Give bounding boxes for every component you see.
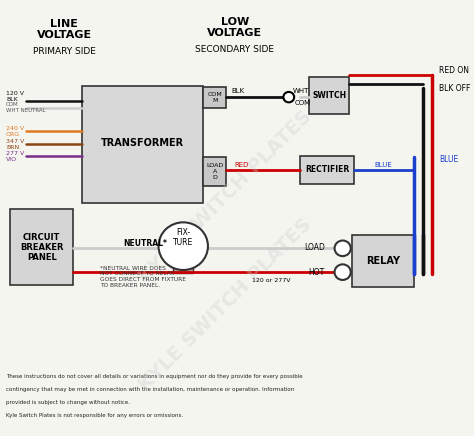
Text: HOT: HOT [309,268,325,277]
Text: These instructions do not cover all details or variations in equipment nor do th: These instructions do not cover all deta… [6,374,302,379]
Text: RED: RED [235,162,249,168]
Text: LOW
VOLTAGE: LOW VOLTAGE [207,17,263,38]
FancyBboxPatch shape [203,157,226,185]
FancyBboxPatch shape [203,87,226,108]
Text: provided is subject to change without notice.: provided is subject to change without no… [6,400,130,405]
Circle shape [335,264,351,280]
Text: PRIMARY SIDE: PRIMARY SIDE [33,47,96,56]
FancyBboxPatch shape [10,209,73,285]
FancyBboxPatch shape [309,77,349,114]
Text: 240 V
ORG: 240 V ORG [6,126,24,137]
Text: SWITCH: SWITCH [312,91,346,100]
Text: Kyle Switch Plates is not responsible for any errors or omissions.: Kyle Switch Plates is not responsible fo… [6,413,183,418]
Text: COM
WHT NEUTRAL: COM WHT NEUTRAL [6,102,46,113]
Text: KYLE SWITCH PLATES: KYLE SWITCH PLATES [136,106,316,286]
Text: BLK: BLK [231,89,245,95]
Text: LOAD: LOAD [304,243,325,252]
FancyBboxPatch shape [173,262,193,273]
Text: KYLE SWITCH PLATES: KYLE SWITCH PLATES [136,215,316,395]
Text: CIRCUIT
BREAKER
PANEL: CIRCUIT BREAKER PANEL [20,232,64,262]
Circle shape [283,92,294,102]
Text: 120 V
BLK: 120 V BLK [6,91,24,102]
FancyBboxPatch shape [82,86,203,203]
Text: LOAD
A
D: LOAD A D [206,164,223,180]
Text: 277 V
VIO: 277 V VIO [6,151,24,162]
FancyBboxPatch shape [300,156,354,184]
Text: LINE
VOLTAGE: LINE VOLTAGE [36,19,92,41]
Text: *NEUTRAL WIRE DOES
NOT CONNECT TO RELAY.
GOES DIRECT FROM FIXTURE
TO BREAKER PAN: *NEUTRAL WIRE DOES NOT CONNECT TO RELAY.… [100,266,186,288]
Text: BLUE: BLUE [439,155,458,164]
Text: WHT: WHT [293,89,310,95]
Text: contingency that may be met in connection with the installation, maintenance or : contingency that may be met in connectio… [6,387,294,392]
Text: SECONDARY SIDE: SECONDARY SIDE [195,45,274,54]
Text: COM: COM [294,100,310,106]
Text: TRANSFORMER: TRANSFORMER [101,138,184,148]
Text: NEUTRAL*: NEUTRAL* [123,238,167,248]
Text: RECTIFIER: RECTIFIER [305,165,349,174]
Text: COM
M: COM M [207,92,222,102]
Text: 347 V
BRN: 347 V BRN [6,139,24,150]
Text: RED ON: RED ON [439,66,469,75]
Text: FIX-
TURE: FIX- TURE [173,228,193,247]
Text: RELAY: RELAY [366,256,400,266]
Circle shape [335,241,351,256]
Text: BLUE: BLUE [374,162,392,168]
Text: 120 or 277V: 120 or 277V [252,278,290,283]
Text: BLK OFF: BLK OFF [439,84,471,92]
Circle shape [158,222,208,270]
FancyBboxPatch shape [352,235,414,287]
